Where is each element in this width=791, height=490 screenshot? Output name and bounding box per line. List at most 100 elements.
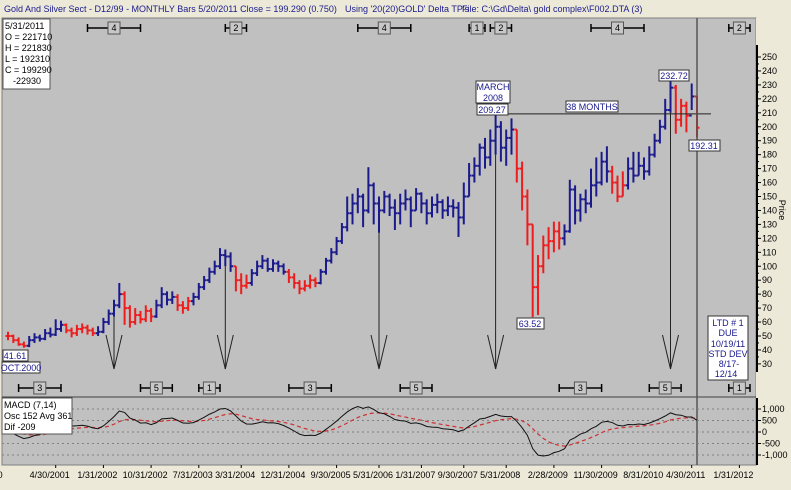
date-label: 9/30/2005 <box>311 470 351 480</box>
date-label: 8/31/2010 <box>623 470 663 480</box>
macd-tick-label: -1,000 <box>762 450 788 460</box>
svg-text:10/19/11: 10/19/11 <box>711 339 745 349</box>
price-bar <box>599 151 605 186</box>
price-bar <box>546 227 552 260</box>
price-bar <box>318 269 324 285</box>
svg-text:STD DEV: STD DEV <box>708 349 747 359</box>
price-bar <box>5 331 11 341</box>
macd-title: MACD (7,14) <box>4 400 57 410</box>
date-label: 11/30/2009 <box>573 470 617 480</box>
cycle-marker-top: 4 <box>86 21 142 35</box>
date-label: 9/30/2007 <box>438 470 478 480</box>
cycle-box <box>658 381 672 395</box>
cycle-label: 2 <box>233 23 238 33</box>
price-bar <box>445 196 451 217</box>
price-bar <box>434 193 440 214</box>
price-tick-label: 230 <box>762 80 777 90</box>
price-bar <box>10 334 16 343</box>
price-tick-label: 240 <box>762 66 777 76</box>
price-tick-label: 170 <box>762 164 777 174</box>
cycle-marker-bottom: 5 <box>399 381 433 395</box>
price-bar <box>572 185 578 225</box>
price-bar <box>477 143 483 176</box>
svg-text:OCT.2000: OCT.2000 <box>1 363 42 373</box>
price-bar <box>37 334 43 342</box>
price-bar <box>567 179 573 233</box>
price-bar <box>111 299 117 317</box>
price-axis-panel <box>756 18 789 465</box>
cycle-marker-bottom: 1 <box>728 381 751 395</box>
price-bar <box>175 294 181 311</box>
price-bar <box>334 236 340 256</box>
price-bar <box>74 324 80 336</box>
cycle-marker-bottom: 3 <box>288 381 333 395</box>
price-tick-label: 30 <box>762 359 772 369</box>
cycle-box <box>611 21 624 35</box>
cycle-box <box>732 21 746 35</box>
price-bar <box>503 129 509 166</box>
price-bar <box>69 327 75 338</box>
price-bar <box>196 282 202 300</box>
price-bar <box>583 189 589 214</box>
cycle-marker-top: 2 <box>224 21 248 35</box>
chart-using: Using '20(20)GOLD' Delta TP's <box>345 4 470 14</box>
price-bar <box>418 192 424 214</box>
price-bar <box>16 337 22 346</box>
price-tick-label: 90 <box>762 275 772 285</box>
price-axis-title: Price <box>777 200 787 221</box>
cycle-marker-bottom: 1 <box>198 381 221 395</box>
cycle-markers: 4 2 4 1 2 4 2 3 5 1 3 5 3 5 1 <box>17 21 751 395</box>
arrow-down-icon <box>216 334 234 370</box>
macd-osc: Osc 152 Avg 361 <box>4 411 72 421</box>
svg-text:209.27: 209.27 <box>478 105 506 115</box>
price-bar <box>636 151 642 177</box>
date-label: 1/31/2002 <box>77 470 117 480</box>
price-tick-label: 60 <box>762 317 772 327</box>
cycle-marker-top: 2 <box>728 21 751 35</box>
cycle-label: 2 <box>737 23 742 33</box>
price-tick-label: 210 <box>762 108 777 118</box>
price-bar <box>588 168 594 208</box>
cycle-marker-bottom: 3 <box>17 381 62 395</box>
price-bar <box>678 98 684 127</box>
price-bar <box>228 252 234 272</box>
price-bar <box>138 310 143 324</box>
cycle-label: 2 <box>498 23 503 33</box>
price-tick-label: 160 <box>762 178 777 188</box>
chart-file: File: C:\Gd\Delta\ gold complex\F002.DTA… <box>462 4 642 14</box>
price-bar <box>244 274 249 289</box>
svg-text:MARCH: MARCH <box>477 82 510 92</box>
price-bar <box>376 196 382 233</box>
info-close: C = 199290 <box>5 65 52 75</box>
price-bar <box>95 326 101 336</box>
svg-text:192.31: 192.31 <box>690 141 718 151</box>
price-bar <box>381 190 387 214</box>
price-bar <box>683 101 689 133</box>
price-bar <box>270 259 276 272</box>
price-bar <box>169 291 175 304</box>
date-label: 3/31/2004 <box>215 470 255 480</box>
price-bar <box>689 83 695 117</box>
price-bar <box>339 223 345 244</box>
price-bar <box>646 146 652 176</box>
price-bar <box>641 157 647 180</box>
price-tick-label: 180 <box>762 150 777 160</box>
cycle-box <box>202 381 216 395</box>
price-bar <box>350 193 355 225</box>
price-bar <box>371 182 377 225</box>
arrow-down-icon <box>105 334 123 370</box>
price-bar <box>450 199 456 218</box>
label-38-months: 38 MONTHS <box>565 100 619 113</box>
price-bar <box>429 196 435 218</box>
price-bar <box>185 296 191 311</box>
price-bar <box>26 336 32 348</box>
cycle-label: 5 <box>414 383 419 393</box>
cycle-box <box>409 381 423 395</box>
price-bar <box>408 196 414 228</box>
arrow-down-icon <box>662 334 679 370</box>
cycle-marker-top: 2 <box>489 21 513 35</box>
date-label: 1/31/2012 <box>713 470 753 480</box>
price-bar <box>302 280 308 292</box>
price-bar <box>397 193 403 225</box>
date-label: 7/31/2003 <box>173 470 213 480</box>
